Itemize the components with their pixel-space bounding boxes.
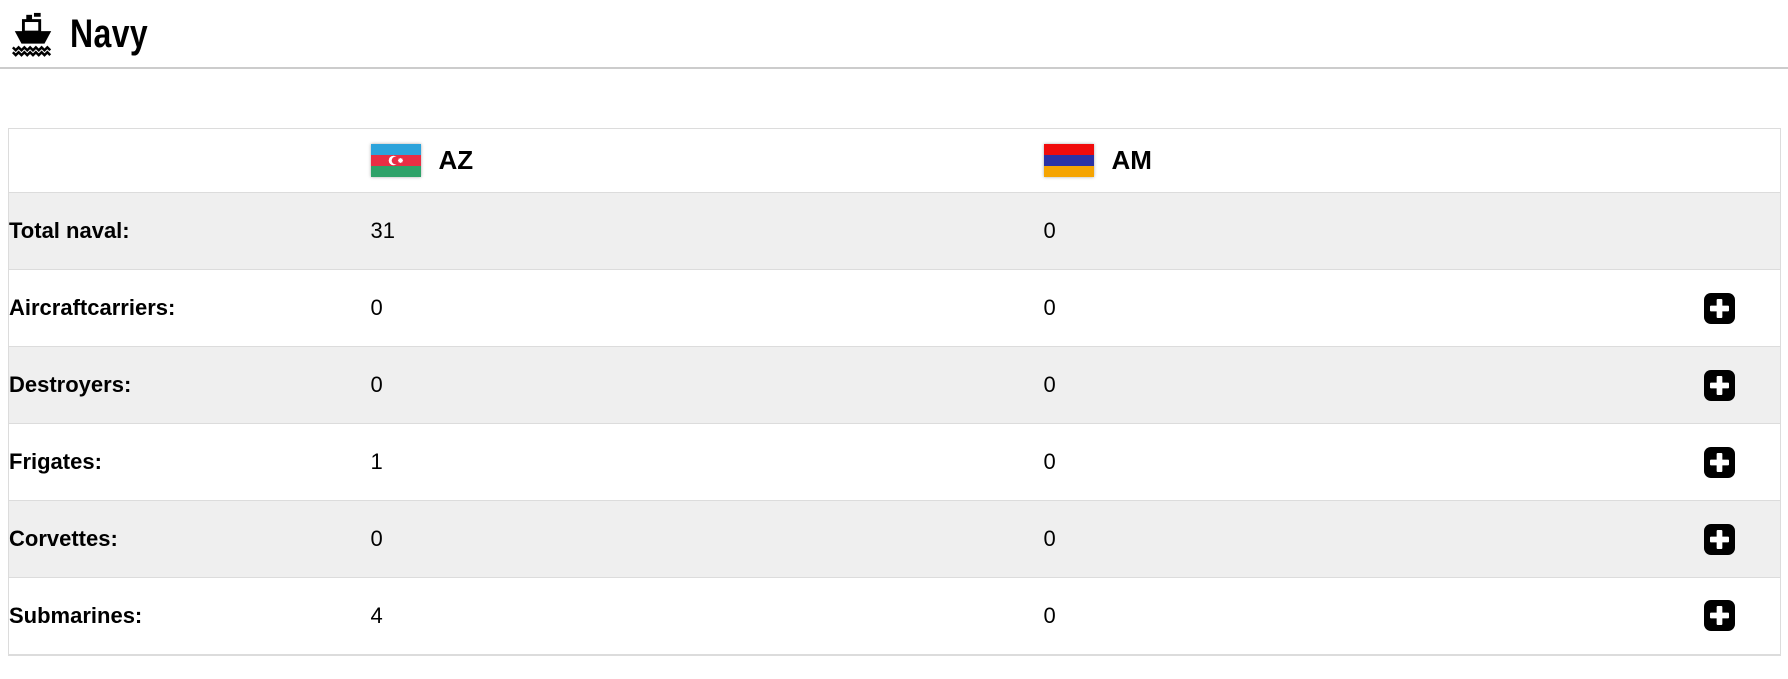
am-value: 0 [1043,372,1056,397]
az-value: 4 [370,602,383,628]
table-row: Total naval: 31 0 [8,192,1781,270]
row-actions [1703,424,1781,501]
row-label: Frigates: [9,449,102,474]
am-header-cell: AM [1043,129,1704,193]
am-value: 0 [1043,526,1056,551]
row-label: Destroyers: [9,372,132,397]
azerbaijan-flag-icon [370,144,421,177]
page-title: Navy [70,12,149,56]
az-value: 0 [370,295,383,320]
az-value: 31 [370,218,395,243]
navy-comparison-table: AZ AM [8,128,1781,656]
country-code-az: AZ [438,145,474,175]
am-value: 0 [1043,295,1056,320]
table-row: Submarines: 4 0 [8,577,1781,655]
add-unit-button[interactable] [1703,446,1735,478]
table-row: Frigates: 1 0 [8,423,1781,501]
table-row: Destroyers: 0 0 [8,346,1781,424]
plus-icon [1709,298,1729,318]
actions-header-cell [1704,129,1781,193]
az-value: 0 [370,526,383,551]
armenia-flag-icon [1043,144,1094,177]
az-value: 0 [370,372,383,397]
az-header-cell: AZ [370,129,1044,193]
empty-header-cell [9,129,371,193]
add-unit-button[interactable] [1703,523,1735,555]
row-actions [1703,270,1781,347]
plus-icon [1709,375,1729,395]
add-unit-button[interactable] [1703,292,1735,324]
row-actions [1703,347,1781,424]
plus-icon [1709,529,1729,549]
row-label: Submarines: [9,602,143,628]
table-row: Aircraftcarriers: 0 0 [8,269,1781,347]
country-az: AZ [370,144,1044,177]
section-divider [0,67,1788,69]
section-header: Navy [0,0,1788,58]
plus-icon [1709,606,1729,626]
ship-icon [10,11,56,57]
row-label: Corvettes: [9,526,118,551]
plus-icon [1709,452,1729,472]
am-value: 0 [1043,218,1056,243]
row-actions [1704,193,1781,270]
country-code-am: AM [1111,145,1152,175]
az-value: 1 [370,449,383,474]
row-label: Total naval: [9,218,130,243]
row-actions [1703,578,1781,655]
add-unit-button[interactable] [1703,600,1735,632]
row-actions [1703,501,1781,578]
table-row: Corvettes: 0 0 [8,500,1781,578]
country-am: AM [1043,144,1704,177]
add-unit-button[interactable] [1703,369,1735,401]
am-value: 0 [1043,602,1056,628]
page: Navy [0,0,1788,656]
row-label: Aircraftcarriers: [9,295,176,320]
am-value: 0 [1043,449,1056,474]
table-header-row: AZ AM [8,128,1781,193]
